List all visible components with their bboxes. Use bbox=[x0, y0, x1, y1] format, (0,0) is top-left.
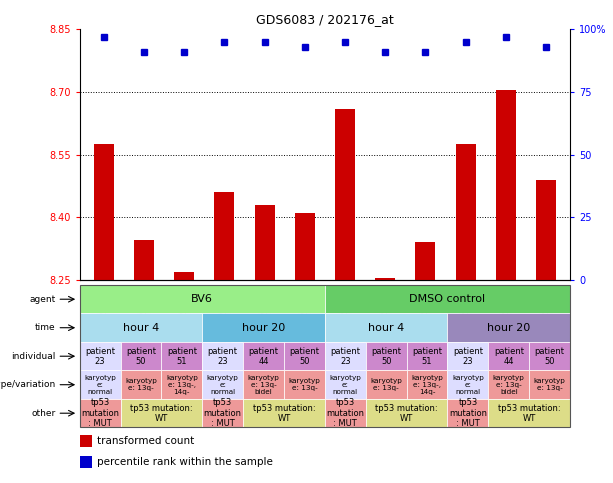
Text: DMSO control: DMSO control bbox=[409, 294, 485, 304]
Text: karyotyp
e:
normal: karyotyp e: normal bbox=[452, 375, 484, 395]
Bar bbox=[406, 342, 447, 370]
Bar bbox=[202, 399, 243, 427]
Text: patient
23: patient 23 bbox=[330, 346, 360, 366]
Bar bbox=[284, 370, 325, 399]
Bar bbox=[215, 192, 234, 280]
Bar bbox=[536, 180, 556, 280]
Bar bbox=[489, 342, 529, 370]
Bar bbox=[161, 370, 202, 399]
Text: patient
50: patient 50 bbox=[371, 346, 401, 366]
Text: karyotyp
e: 13q-
bidel: karyotyp e: 13q- bidel bbox=[493, 375, 525, 395]
Bar bbox=[325, 313, 447, 342]
Text: tp53 mutation:
WT: tp53 mutation: WT bbox=[253, 403, 315, 423]
Text: karyotyp
e: 13q-
bidel: karyotyp e: 13q- bidel bbox=[248, 375, 280, 395]
Text: agent: agent bbox=[29, 295, 56, 304]
Bar bbox=[529, 342, 570, 370]
Bar bbox=[447, 399, 489, 427]
Text: tp53 mutation:
WT: tp53 mutation: WT bbox=[498, 403, 560, 423]
Bar bbox=[455, 144, 476, 280]
Text: tp53 mutation:
WT: tp53 mutation: WT bbox=[130, 403, 192, 423]
Bar bbox=[406, 370, 447, 399]
Bar bbox=[80, 370, 121, 399]
Bar bbox=[375, 278, 395, 280]
Text: patient
50: patient 50 bbox=[289, 346, 319, 366]
Text: karyotyp
e: 13q-: karyotyp e: 13q- bbox=[370, 378, 402, 391]
Bar bbox=[121, 342, 161, 370]
Bar bbox=[80, 399, 121, 427]
Text: patient
23: patient 23 bbox=[85, 346, 115, 366]
Bar bbox=[325, 370, 366, 399]
Bar bbox=[366, 342, 406, 370]
Text: patient
44: patient 44 bbox=[494, 346, 524, 366]
Text: tp53
mutation
: MUT: tp53 mutation : MUT bbox=[81, 398, 119, 428]
Bar bbox=[202, 342, 243, 370]
Bar bbox=[202, 313, 325, 342]
Bar bbox=[325, 342, 366, 370]
Text: tp53
mutation
: MUT: tp53 mutation : MUT bbox=[326, 398, 364, 428]
Bar bbox=[366, 370, 406, 399]
Text: karyotyp
e:
normal: karyotyp e: normal bbox=[84, 375, 116, 395]
Bar bbox=[80, 285, 325, 313]
Bar bbox=[325, 285, 570, 313]
Bar bbox=[243, 370, 284, 399]
Bar bbox=[447, 342, 489, 370]
Title: GDS6083 / 202176_at: GDS6083 / 202176_at bbox=[256, 14, 394, 27]
Text: tp53
mutation
: MUT: tp53 mutation : MUT bbox=[204, 398, 242, 428]
Text: individual: individual bbox=[12, 352, 56, 361]
Bar bbox=[121, 370, 161, 399]
Text: karyotyp
e: 13q-: karyotyp e: 13q- bbox=[125, 378, 157, 391]
Bar bbox=[366, 399, 447, 427]
Bar bbox=[80, 435, 92, 447]
Text: tp53
mutation
: MUT: tp53 mutation : MUT bbox=[449, 398, 487, 428]
Bar bbox=[447, 370, 489, 399]
Bar bbox=[80, 342, 121, 370]
Text: karyotyp
e: 13q-,
14q-: karyotyp e: 13q-, 14q- bbox=[411, 375, 443, 395]
Text: BV6: BV6 bbox=[191, 294, 213, 304]
Text: patient
23: patient 23 bbox=[208, 346, 238, 366]
Text: percentile rank within the sample: percentile rank within the sample bbox=[97, 456, 273, 467]
Text: hour 20: hour 20 bbox=[242, 323, 285, 333]
Text: time: time bbox=[35, 323, 56, 332]
Text: patient
23: patient 23 bbox=[453, 346, 483, 366]
Text: karyotyp
e: 13q-,
14q-: karyotyp e: 13q-, 14q- bbox=[166, 375, 198, 395]
Text: karyotyp
e: 13q-: karyotyp e: 13q- bbox=[534, 378, 566, 391]
Text: karyotyp
e: 13q-: karyotyp e: 13q- bbox=[289, 378, 321, 391]
Bar bbox=[254, 205, 275, 280]
Bar bbox=[202, 370, 243, 399]
Bar bbox=[134, 241, 154, 280]
Bar bbox=[284, 342, 325, 370]
Text: transformed count: transformed count bbox=[97, 436, 194, 446]
Bar bbox=[80, 455, 92, 468]
Bar bbox=[121, 399, 202, 427]
Text: hour 20: hour 20 bbox=[487, 323, 530, 333]
Bar bbox=[243, 399, 325, 427]
Bar bbox=[447, 313, 570, 342]
Text: patient
44: patient 44 bbox=[249, 346, 278, 366]
Text: patient
51: patient 51 bbox=[167, 346, 197, 366]
Bar bbox=[325, 399, 366, 427]
Bar bbox=[80, 313, 202, 342]
Bar bbox=[243, 342, 284, 370]
Bar bbox=[295, 213, 315, 280]
Bar bbox=[161, 342, 202, 370]
Bar bbox=[174, 272, 194, 280]
Bar bbox=[489, 370, 529, 399]
Text: genotype/variation: genotype/variation bbox=[0, 380, 56, 389]
Text: patient
50: patient 50 bbox=[535, 346, 565, 366]
Text: tp53 mutation:
WT: tp53 mutation: WT bbox=[375, 403, 438, 423]
Bar bbox=[529, 370, 570, 399]
Bar bbox=[416, 242, 435, 280]
Text: patient
51: patient 51 bbox=[412, 346, 442, 366]
Text: patient
50: patient 50 bbox=[126, 346, 156, 366]
Text: hour 4: hour 4 bbox=[123, 323, 159, 333]
Bar bbox=[335, 109, 355, 280]
Bar bbox=[496, 90, 516, 280]
Bar bbox=[489, 399, 570, 427]
Text: karyotyp
e:
normal: karyotyp e: normal bbox=[329, 375, 361, 395]
Text: karyotyp
e:
normal: karyotyp e: normal bbox=[207, 375, 238, 395]
Bar bbox=[94, 144, 114, 280]
Text: hour 4: hour 4 bbox=[368, 323, 405, 333]
Text: other: other bbox=[31, 409, 56, 418]
